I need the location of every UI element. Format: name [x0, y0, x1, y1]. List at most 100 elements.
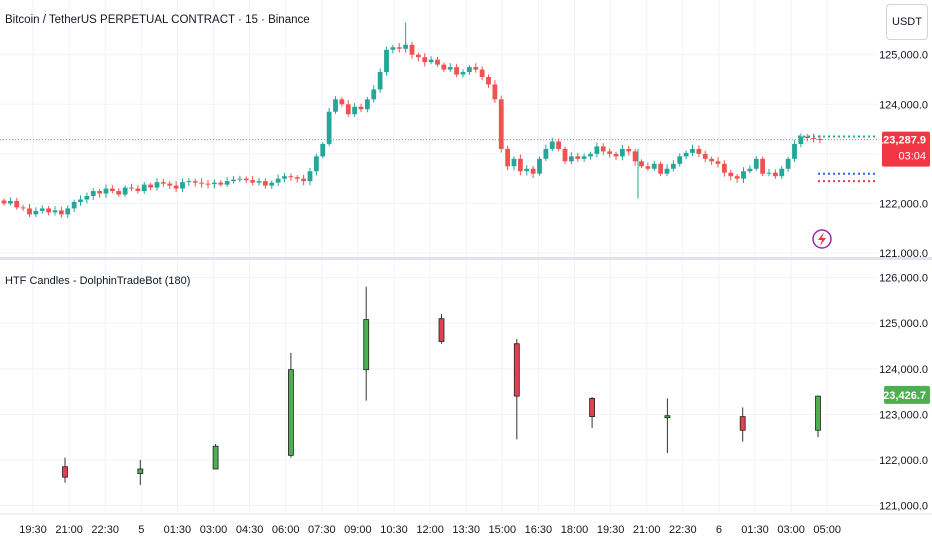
- price-candle-body: [103, 188, 109, 194]
- price-candle-body: [294, 177, 300, 179]
- price-candle-body: [256, 181, 262, 183]
- price-candle-body: [683, 152, 689, 157]
- price-candle-body: [186, 181, 192, 183]
- lightning-icon[interactable]: [812, 229, 832, 249]
- time-axis-label: 15:00: [489, 524, 517, 536]
- price-candle-body: [364, 99, 370, 110]
- price-candle-body: [498, 99, 504, 149]
- current-price-tag-bg: [882, 131, 930, 167]
- price-candle-body: [109, 188, 115, 192]
- price-candle-body: [352, 106, 358, 115]
- htf-candle-body: [739, 416, 746, 431]
- price-candle-body: [537, 158, 542, 174]
- indicator-price-axis: 126,000.0 125,000.0 124,000.0 123,000.0 122,…: [877, 273, 930, 512]
- price-candle-body: [709, 158, 715, 162]
- pane-divider[interactable]: [0, 257, 932, 260]
- indicator-title: HTF Candles - DolphinTradeBot (180): [5, 275, 191, 287]
- price-candle-body: [466, 67, 472, 73]
- price-candle-body: [505, 148, 511, 167]
- price-candle-body: [129, 187, 134, 189]
- htf-candle-body: [62, 466, 68, 478]
- price-candle-body: [415, 54, 421, 58]
- price-candle-body: [377, 72, 383, 90]
- price-candle-body: [460, 72, 466, 75]
- price-candle-body: [275, 178, 281, 183]
- price-axis: 125,000.0124,000.0122,000.0121,000.0123,…: [877, 50, 930, 260]
- htf-indicator-candles: [62, 286, 821, 485]
- currency-button[interactable]: USDT: [886, 4, 928, 40]
- price-candle-body: [811, 138, 817, 140]
- htf-candle-body: [287, 369, 294, 456]
- price-candle-body: [779, 168, 785, 177]
- price-candle-body: [804, 136, 810, 139]
- price-candle-body: [148, 184, 154, 188]
- indicator-axis-label: 126,000.0: [879, 273, 928, 285]
- price-candle-body: [396, 47, 402, 49]
- time-axis-label: 21:00: [633, 524, 661, 536]
- price-candle-body: [46, 208, 52, 213]
- price-candle-body: [454, 67, 460, 75]
- price-candle-body: [160, 182, 166, 184]
- price-candle-body: [798, 136, 804, 144]
- price-candle-body: [575, 156, 581, 159]
- price-candle-body: [696, 148, 702, 154]
- time-axis-label: 01:30: [741, 524, 769, 536]
- time-axis-label: 18:00: [561, 524, 589, 536]
- price-candle-body: [97, 191, 103, 194]
- indicator-axis-label: 122,000.0: [879, 455, 928, 467]
- price-candle-body: [211, 182, 217, 185]
- price-candle-body: [613, 153, 619, 157]
- price-candle-body: [116, 191, 122, 195]
- price-axis-label: 125,000.0: [879, 50, 928, 62]
- price-candle-body: [766, 172, 772, 174]
- time-axis-label: 03:00: [200, 524, 228, 536]
- price-candle-body: [345, 104, 351, 115]
- price-candle-body: [320, 143, 326, 157]
- price-candle-body: [20, 207, 26, 209]
- price-candle-body: [741, 171, 746, 179]
- htf-candle-body: [589, 397, 595, 418]
- indicator-axis-label: 121,000.0: [879, 500, 928, 512]
- price-candle-body: [122, 187, 128, 195]
- time-axis-label: 06:00: [272, 524, 300, 536]
- price-candle-body: [588, 153, 593, 157]
- price-candle-body: [626, 148, 632, 152]
- price-candle-body: [785, 158, 791, 169]
- price-candle-body: [1, 200, 7, 204]
- time-axis-label: 05:00: [813, 524, 841, 536]
- chart-title: Bitcoin / TetherUS PERPETUAL CONTRACT · …: [5, 14, 310, 26]
- price-candle-body: [154, 182, 160, 188]
- price-candle-body: [243, 178, 249, 181]
- price-candle-body: [14, 200, 20, 208]
- price-candle-body: [568, 156, 574, 162]
- price-candle-body: [33, 210, 39, 215]
- price-candle-body: [581, 156, 587, 159]
- price-candle-body: [619, 148, 625, 157]
- time-axis-label: 10:30: [380, 524, 408, 536]
- price-candle-body: [473, 67, 479, 70]
- price-candle-body: [358, 106, 364, 110]
- current-price-label: 123,287.9: [877, 135, 926, 147]
- price-candle-body: [141, 184, 147, 192]
- price-candle-body: [269, 182, 275, 186]
- time-axis-label: 22:30: [91, 524, 119, 536]
- price-candle-body: [530, 168, 536, 174]
- price-candle-body: [607, 151, 613, 154]
- price-candle-body: [58, 210, 64, 215]
- price-candle-body: [218, 182, 224, 185]
- price-candle-body: [511, 158, 517, 167]
- price-candle-body: [651, 163, 657, 169]
- price-candle-body: [301, 178, 307, 182]
- price-candle-body: [543, 148, 549, 159]
- time-axis-label: 13:30: [452, 524, 480, 536]
- price-candle-body: [486, 77, 491, 85]
- price-candle-body: [435, 59, 440, 65]
- price-candle-body: [250, 180, 256, 183]
- price-candle-body: [333, 99, 338, 112]
- indicator-price-tag-bg: [884, 385, 930, 404]
- price-candle-body: [479, 69, 485, 78]
- price-candle-body: [492, 84, 498, 100]
- price-candle-body: [792, 143, 797, 159]
- price-candle-body: [562, 148, 568, 162]
